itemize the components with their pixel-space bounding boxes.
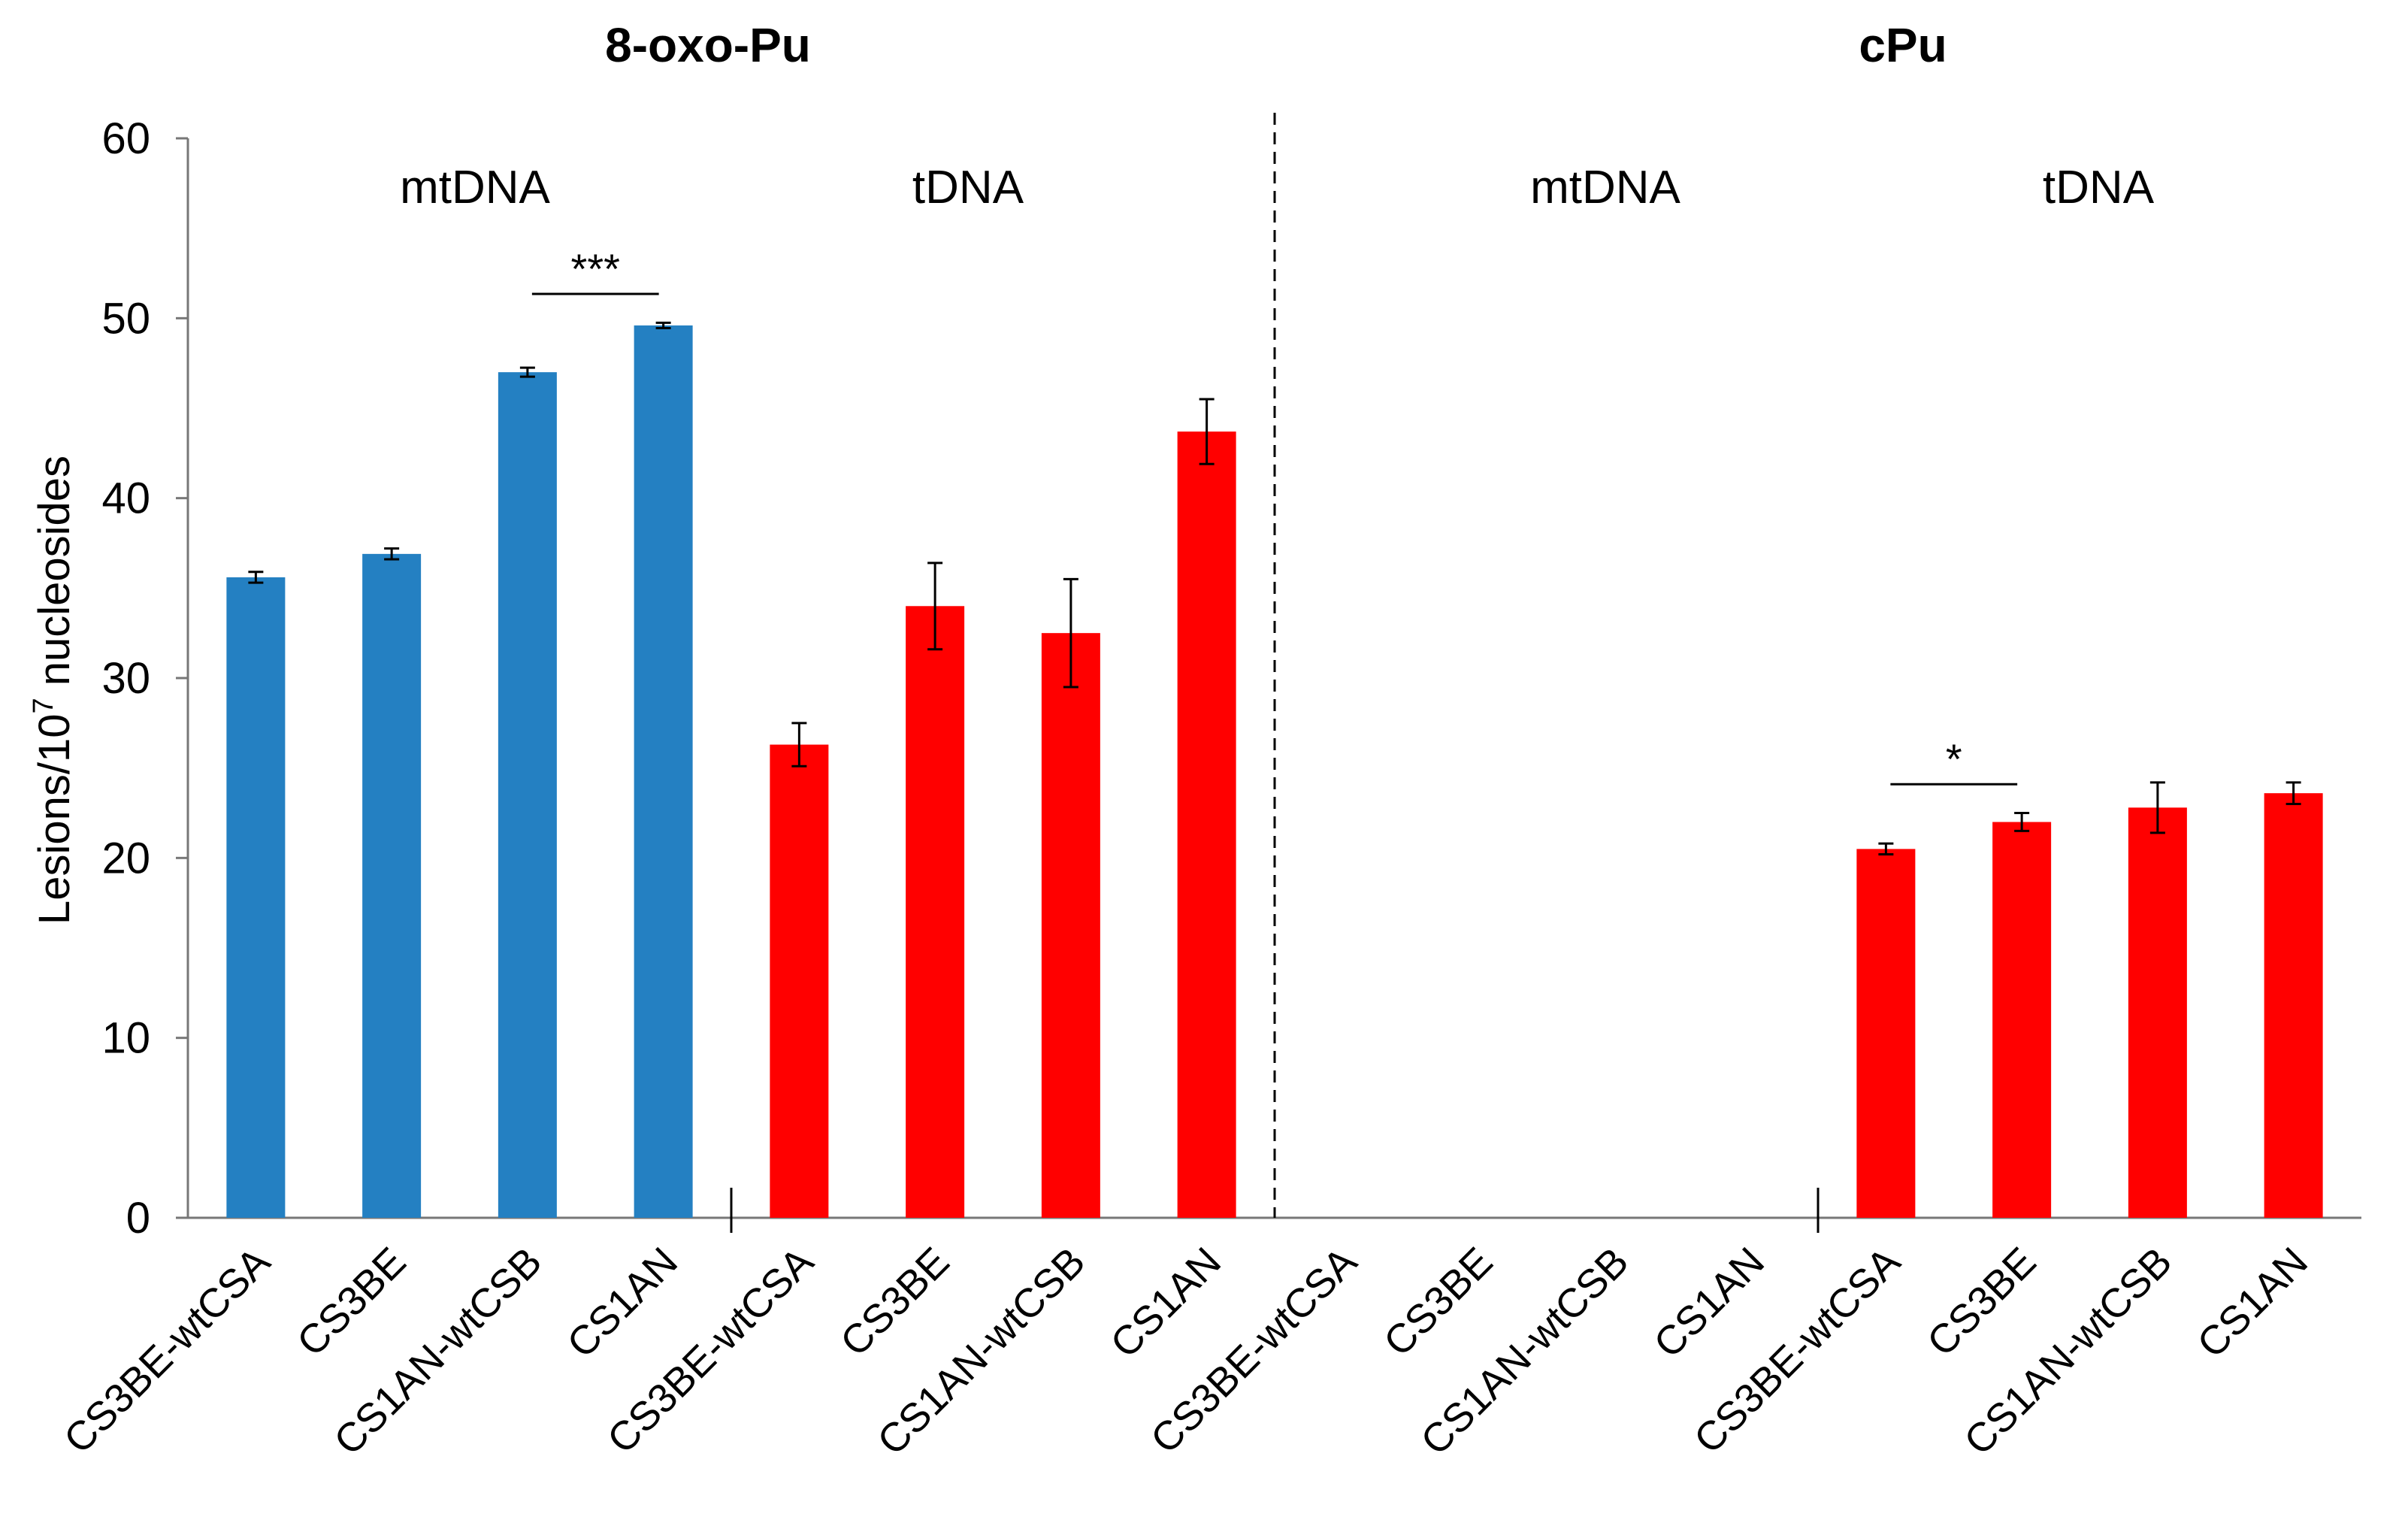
significance-label: * [1946,735,1962,783]
x-tick-label: CS1AN [558,1239,686,1367]
y-tick-label: 20 [101,834,150,883]
y-axis-label-superscript: 7 [28,698,59,713]
axes: 0 10 20 30 40 50 60 [101,113,2361,1243]
x-tick-label: CS1AN [1645,1239,1773,1367]
x-tick-label: CS3BE [832,1239,958,1365]
panel-title-cpu: cPu [1859,18,1947,72]
significance-markers: **** [531,245,2018,786]
bar [226,577,286,1218]
x-tick-label: CS3BE [289,1239,415,1365]
group-label-mtdna-left: mtDNA [400,162,550,213]
x-tick-label: CS3BE [1919,1239,2045,1365]
panel-title-8-oxo-pu: 8-oxo-Pu [605,18,811,72]
bar [1041,633,1100,1218]
y-tick-label: 30 [101,654,150,703]
y-axis-label-main: Lesions/10 [30,714,79,925]
bar [634,325,693,1218]
bar [770,744,829,1218]
y-tick-label: 10 [101,1014,150,1063]
bar [2264,793,2323,1218]
y-axis-label: Lesions/107 nucleosides [28,456,79,925]
bar [362,553,422,1218]
x-tick-label: CS1AN [1102,1239,1230,1367]
x-tick-label: CS1AN [2189,1239,2316,1367]
bars [226,325,2323,1219]
y-axis-label-suffix: nucleosides [30,456,79,698]
group-label-tdna-left: tDNA [912,162,1024,213]
significance-label: *** [571,245,620,292]
x-tick-label: CS3BE-wtCSA [56,1239,279,1462]
group-label-tdna-right: tDNA [2043,162,2155,213]
bar [1856,849,1916,1218]
x-tick-label: CS3BE [1375,1239,1502,1365]
bar [2128,807,2187,1218]
y-tick-label: 60 [101,114,150,163]
error-bars [248,321,2301,856]
y-tick-label: 50 [101,294,150,343]
bar [1992,822,2052,1218]
bar [906,606,965,1218]
y-tick-label: 40 [101,474,150,523]
bar [1177,431,1236,1219]
bar [498,372,557,1219]
y-tick-label: 0 [126,1194,150,1243]
group-label-mtdna-right: mtDNA [1530,162,1680,213]
